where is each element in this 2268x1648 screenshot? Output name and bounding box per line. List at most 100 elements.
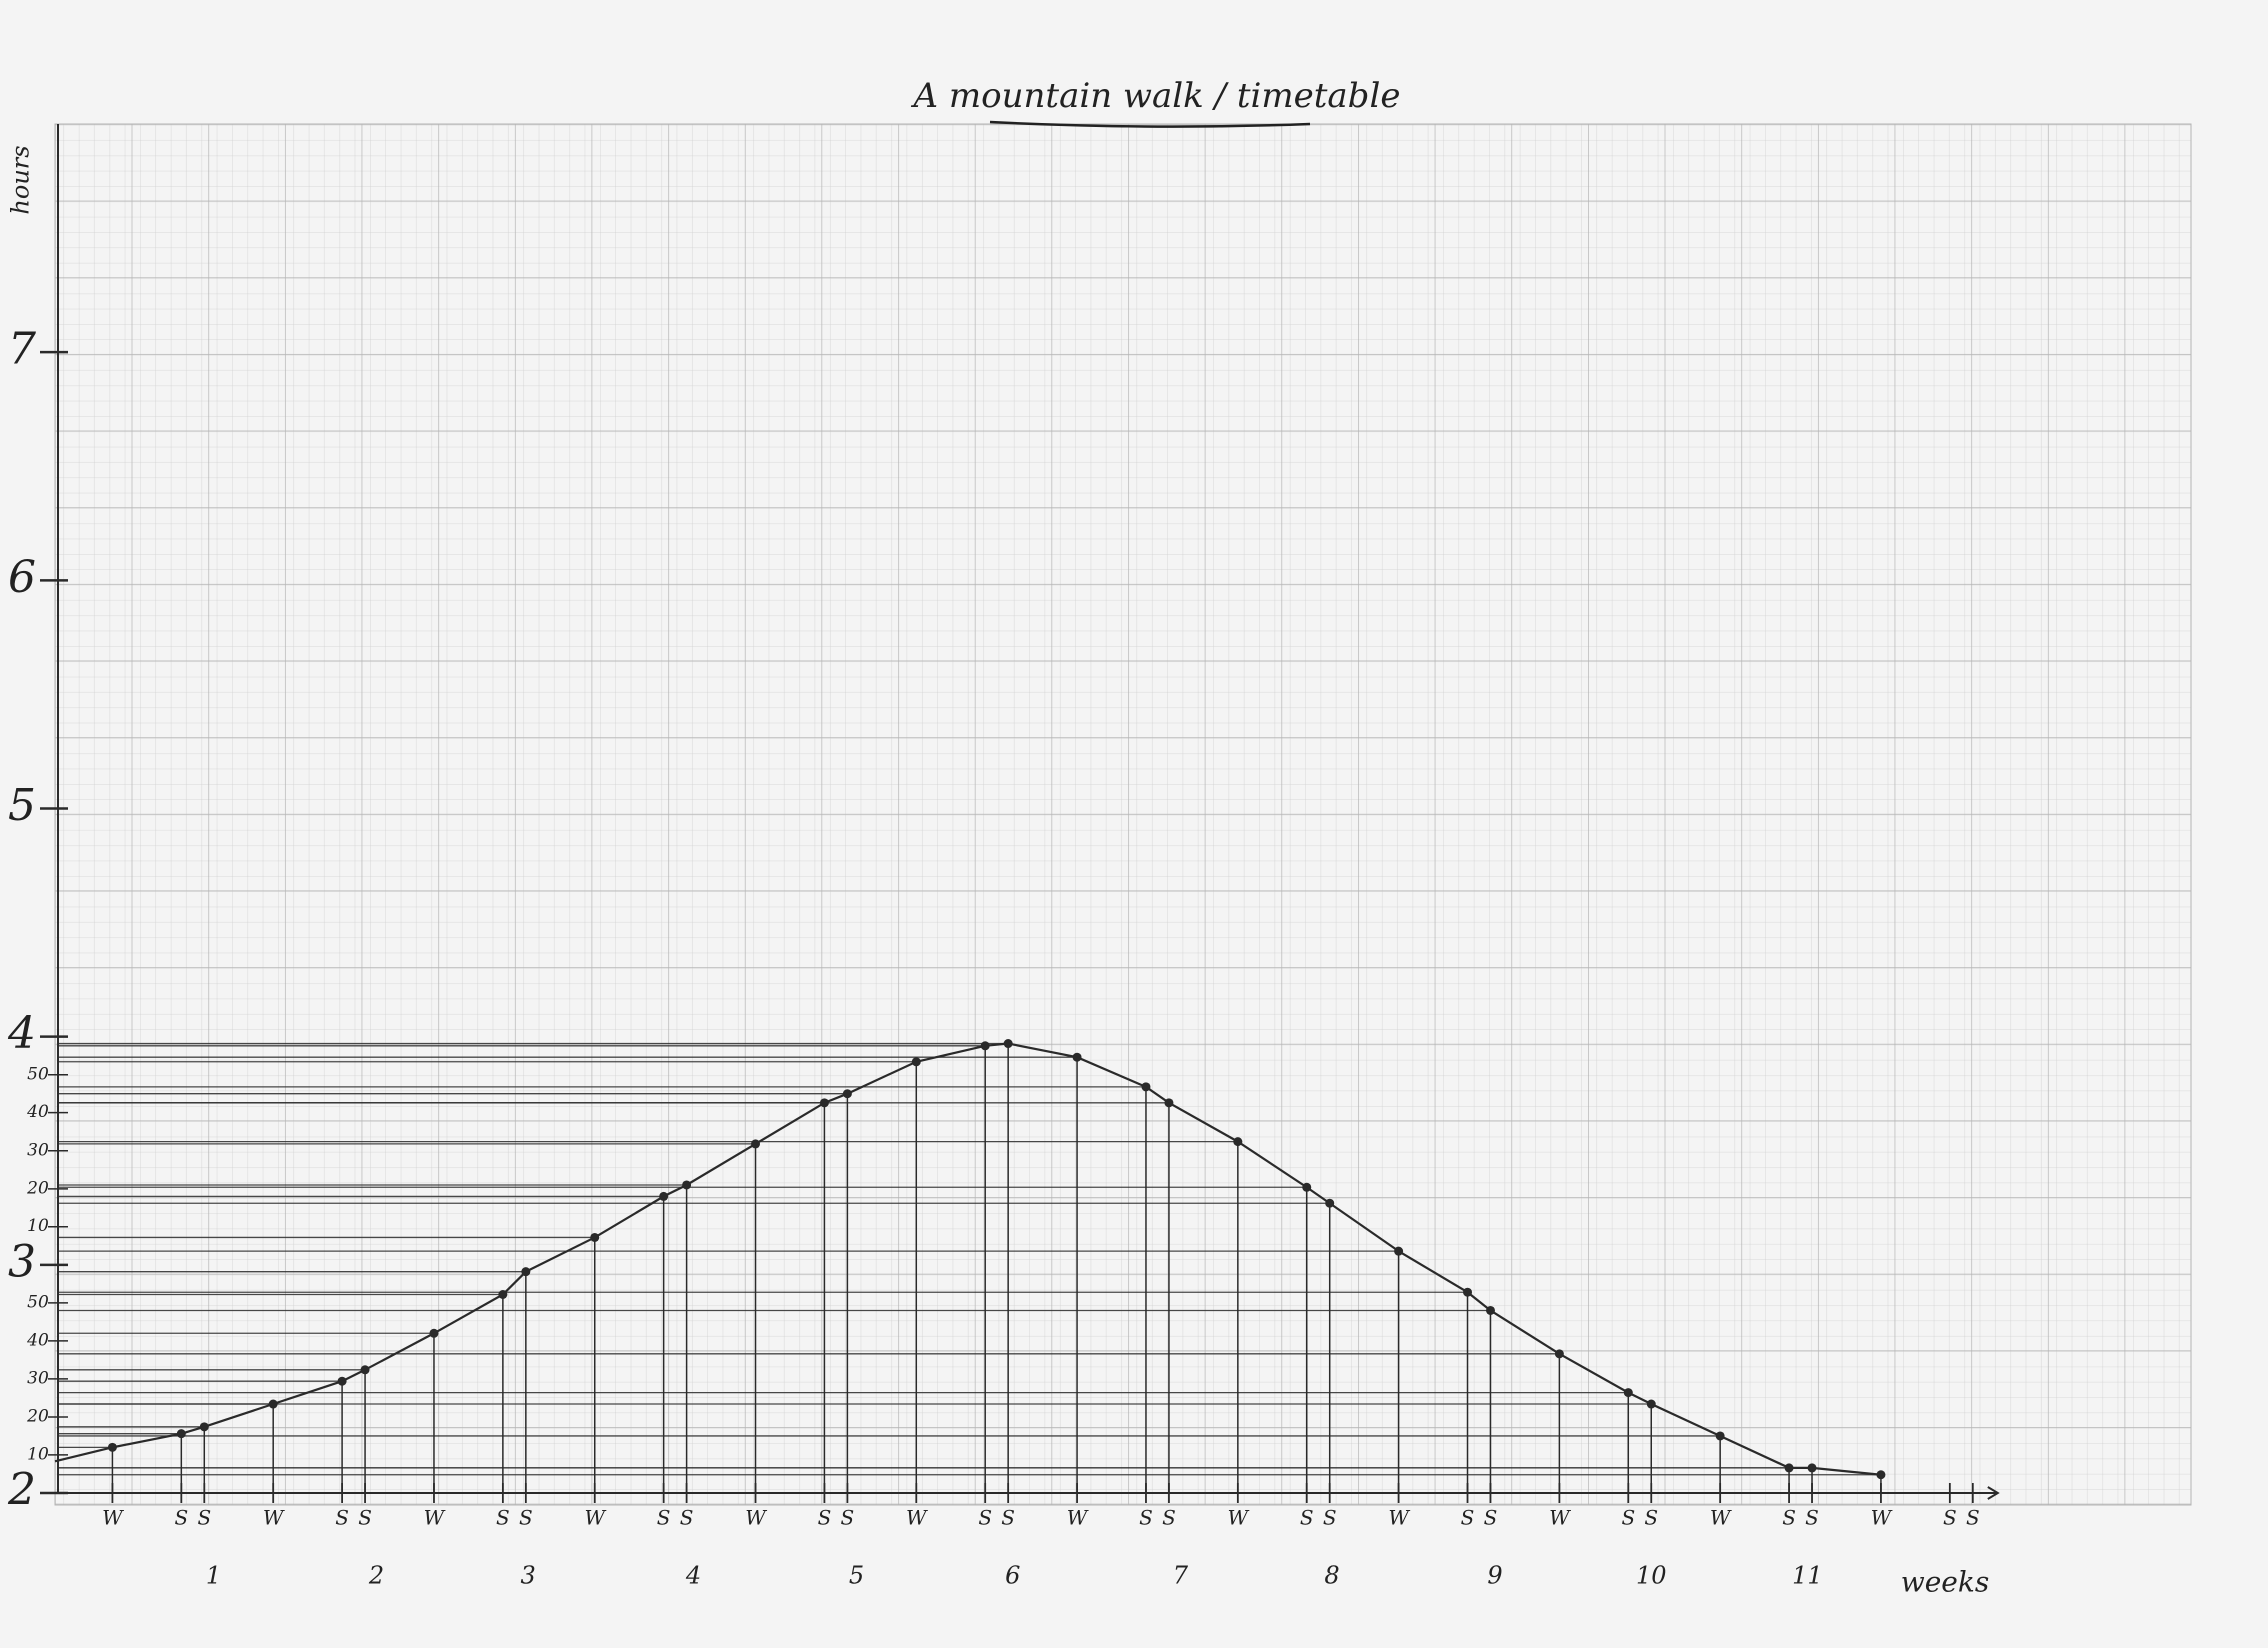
data-point [337,1376,347,1386]
data-point [980,1041,990,1051]
y-tick-label: 40 [26,1330,49,1350]
y-tick-label: 40 [26,1102,49,1122]
week-label: 7 [1173,1562,1189,1590]
data-point [1485,1305,1495,1315]
x-tick-label: S [1943,1506,1957,1530]
week-label: 8 [1324,1562,1339,1590]
data-point [1623,1388,1633,1398]
x-tick-label: S [1461,1506,1475,1530]
y-tick-label: 3 [8,1236,36,1287]
x-tick-label: W [1871,1506,1893,1530]
data-point [842,1089,852,1099]
x-tick-label: S [680,1506,694,1530]
data-point [1807,1463,1817,1473]
data-point [360,1365,370,1375]
x-tick-label: W [424,1506,446,1530]
x-tick-label: S [197,1506,211,1530]
x-tick-label: W [263,1506,285,1530]
x-tick-label: W [906,1506,928,1530]
y-tick-label: 50 [27,1292,49,1312]
data-point [176,1429,186,1439]
data-point [659,1191,669,1201]
y-axis-label: hours [7,145,35,214]
data-point [819,1098,829,1108]
x-tick-label: S [1644,1506,1658,1530]
data-point [1463,1287,1473,1297]
data-point [911,1057,921,1067]
y-tick-label: 20 [26,1178,49,1198]
data-point [682,1180,692,1190]
x-tick-label: S [335,1506,349,1530]
title-underline [989,120,1311,128]
data-point [199,1422,209,1432]
x-tick-label: S [496,1506,510,1530]
week-label: 2 [368,1562,384,1590]
x-axis-arrow [1987,1486,2000,1500]
y-tick-label: 5 [8,780,36,831]
week-label: 3 [520,1562,535,1590]
x-tick-label: S [657,1506,671,1530]
week-label: 9 [1487,1562,1502,1590]
x-tick-label: S [1300,1506,1314,1530]
x-tick-label: S [1484,1506,1498,1530]
week-label: 11 [1792,1562,1823,1590]
data-point [1164,1098,1174,1108]
x-tick-label: S [1139,1506,1153,1530]
chart-title: A mountain walk / timetable [911,76,1401,116]
data-point [1554,1349,1564,1359]
y-tick-label: 2 [7,1465,36,1516]
x-tick-label: W [1388,1506,1410,1530]
x-tick-label: S [174,1506,188,1530]
data-point [521,1267,531,1277]
y-tick-label: 6 [8,552,36,603]
data-point [1325,1198,1335,1208]
data-point [107,1442,117,1452]
data-point [1646,1399,1656,1409]
y-tick-label: 30 [27,1140,49,1160]
x-tick-label: W [1549,1506,1571,1530]
week-label: 10 [1636,1562,1667,1590]
week-label: 6 [1005,1562,1020,1590]
x-tick-label: S [1805,1506,1819,1530]
data-point [1072,1052,1082,1062]
y-tick-label: 30 [27,1368,49,1388]
y-tick-label: 10 [27,1444,49,1464]
data-point [498,1289,508,1299]
x-tick-label: W [745,1506,767,1530]
data-point [1141,1082,1151,1092]
x-tick-label: S [519,1506,533,1530]
data-point [1003,1039,1013,1049]
week-label: 1 [206,1562,221,1590]
x-tick-label: S [978,1506,992,1530]
x-tick-label: W [1067,1506,1089,1530]
y-tick-label: 50 [27,1064,49,1084]
data-point [1784,1463,1794,1473]
x-tick-label: W [102,1506,124,1530]
graph-paper-grid [54,123,2192,1506]
x-tick-label: W [1710,1506,1732,1530]
data-point [1394,1246,1404,1256]
data-point [751,1139,761,1149]
y-tick-label: 4 [7,1008,36,1059]
data-point [1302,1182,1312,1192]
data-point [1876,1470,1886,1480]
data-point [429,1328,439,1338]
y-tick-label: 7 [8,324,36,375]
x-tick-label: S [1966,1506,1980,1530]
x-tick-label: S [1621,1506,1635,1530]
data-point [1715,1431,1725,1441]
x-tick-label: S [358,1506,372,1530]
x-tick-label: S [1001,1506,1015,1530]
x-tick-label: W [584,1506,606,1530]
x-tick-label: S [818,1506,832,1530]
data-point [1233,1137,1243,1147]
data-point [590,1232,600,1242]
x-tick-label: S [1782,1506,1796,1530]
x-tick-label: S [841,1506,855,1530]
x-tick-label: W [1228,1506,1250,1530]
x-axis-label: weeks [1901,1566,1989,1599]
y-tick-label: 20 [26,1407,49,1427]
data-point [268,1399,278,1409]
